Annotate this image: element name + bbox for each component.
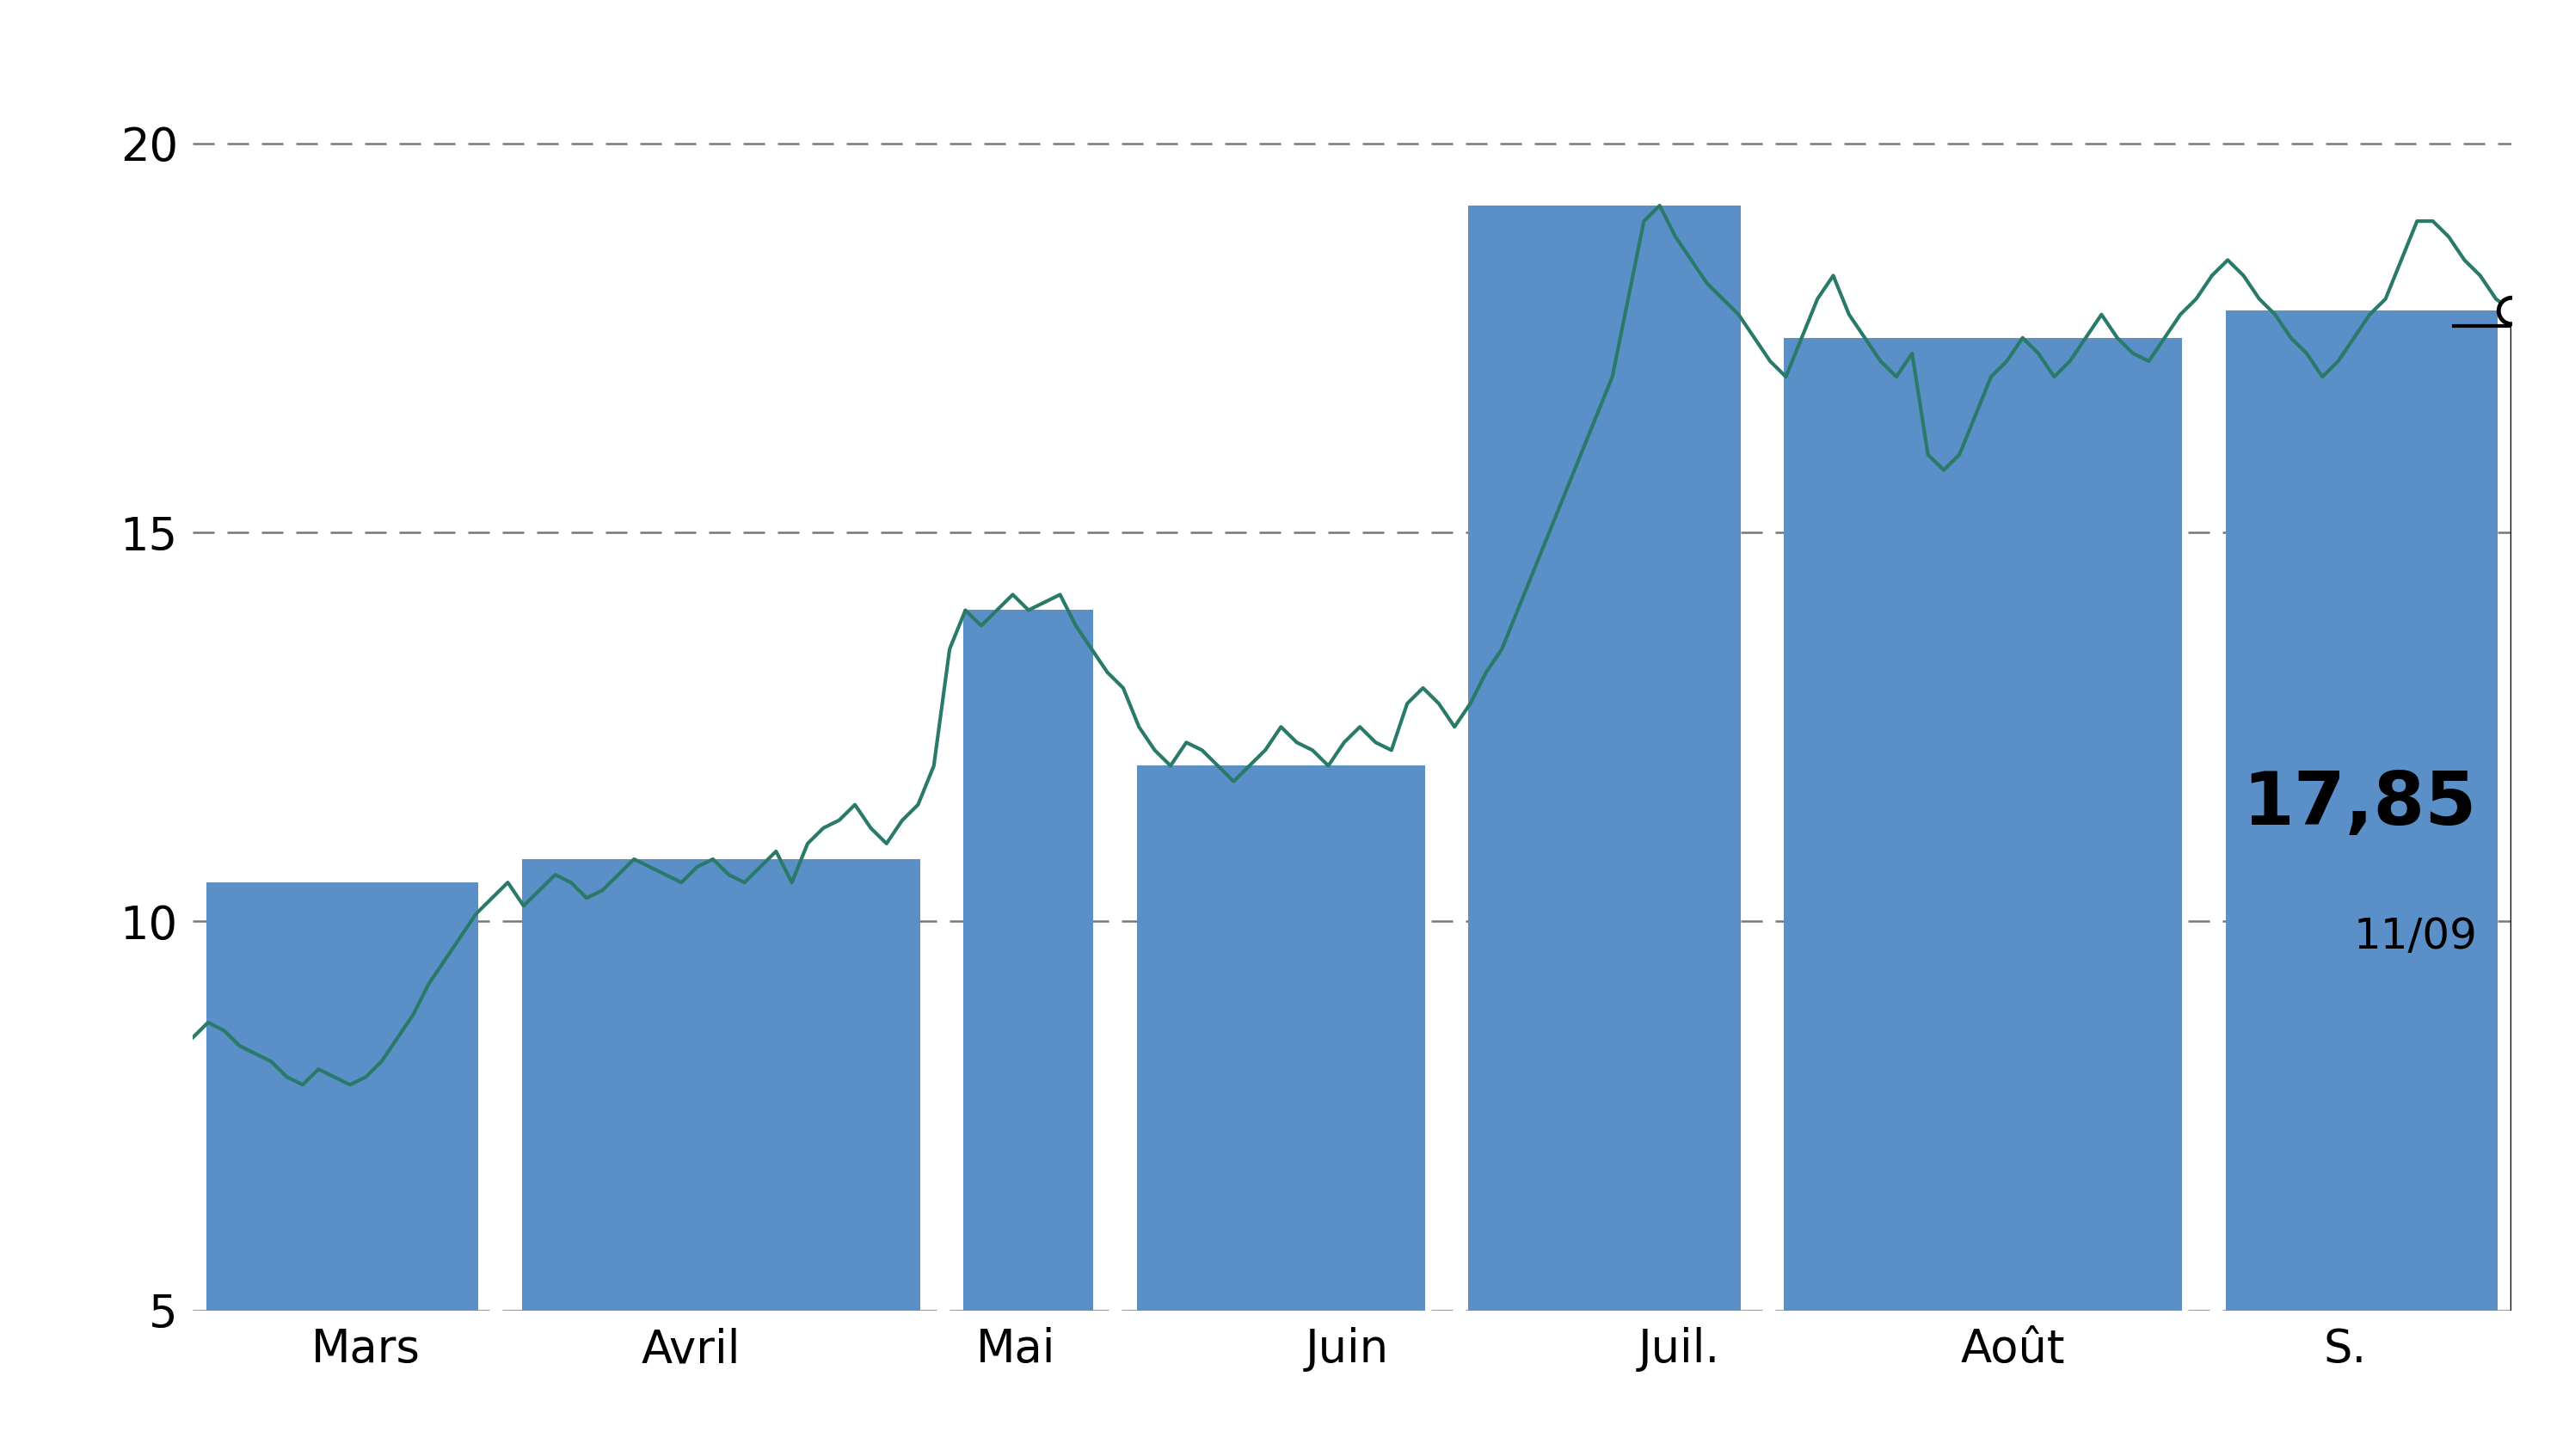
- Bar: [2225, 310, 2499, 1310]
- Bar: [964, 610, 1094, 1310]
- Text: STIF: STIF: [1148, 0, 1415, 105]
- Bar: [1784, 338, 2181, 1310]
- Text: 11/09: 11/09: [2353, 916, 2476, 958]
- Bar: [1469, 205, 1740, 1310]
- Bar: [205, 882, 479, 1310]
- Text: 17,85: 17,85: [2243, 769, 2476, 840]
- Bar: [523, 859, 920, 1310]
- Bar: [1138, 766, 1425, 1310]
